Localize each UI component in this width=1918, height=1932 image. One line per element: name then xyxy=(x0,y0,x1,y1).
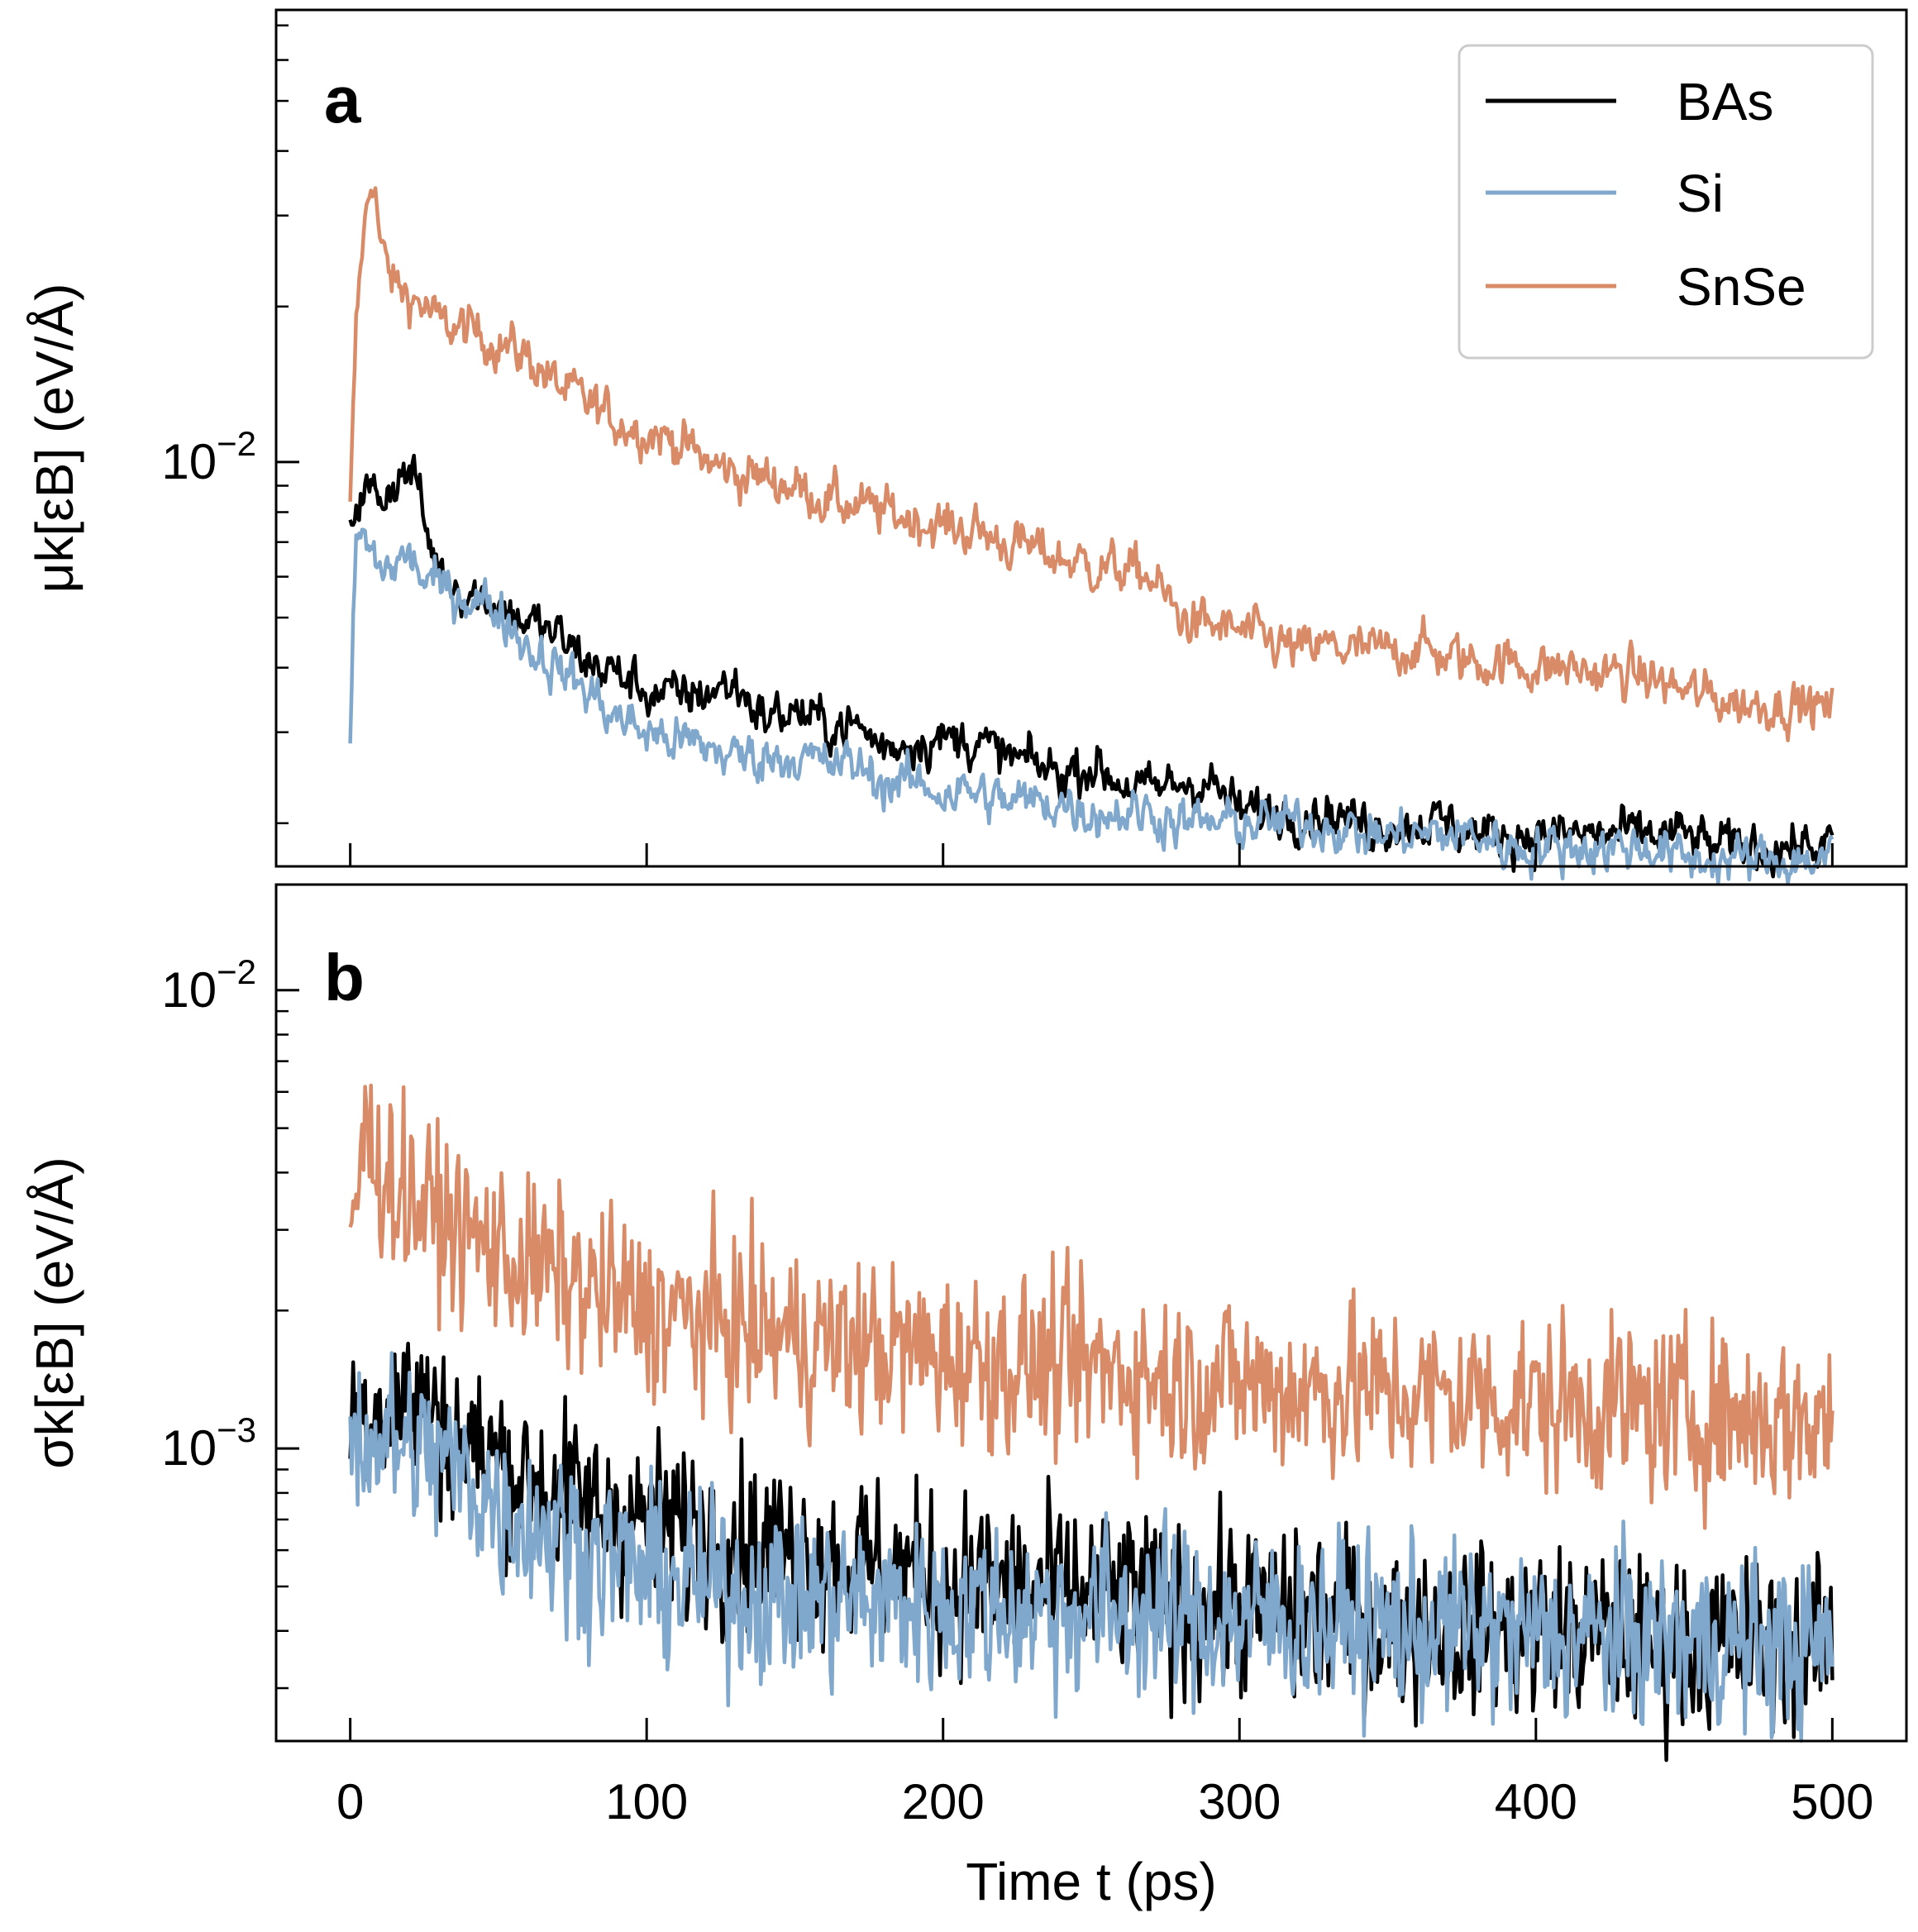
series-line-a-snse xyxy=(348,186,1835,742)
panel-b-letter: b xyxy=(324,941,365,1014)
series-layer xyxy=(348,186,1835,1763)
panel-b-ylabel: σk[εB] (eV/Å) xyxy=(25,1157,84,1468)
panel-b-frame xyxy=(274,883,1908,1743)
panel-a-letter: a xyxy=(324,63,361,136)
panel-a-frame xyxy=(274,8,1908,868)
y-tick-label-a: 10−2 xyxy=(161,424,256,489)
legend: BAs Si SnSe xyxy=(1458,44,1874,360)
y-tick-label-b: 10−3 xyxy=(161,1410,256,1476)
panel-a-ylabel: μk[εB] (eV/Å) xyxy=(25,284,84,594)
x-axis-label: Time t (ps) xyxy=(966,1852,1216,1911)
legend-label-bas: BAs xyxy=(1677,72,1773,131)
x-tick-label-400: 400 xyxy=(1495,1774,1577,1829)
x-tick-label-200: 200 xyxy=(902,1774,985,1829)
legend-label-si: Si xyxy=(1677,164,1724,223)
series-line-b-si xyxy=(348,1351,1835,1744)
x-tick-label-500: 500 xyxy=(1791,1774,1873,1829)
legend-box xyxy=(1458,44,1874,360)
legend-label-snse: SnSe xyxy=(1677,257,1806,317)
y-tick-label-b: 10−2 xyxy=(161,952,256,1018)
x-tick-label-100: 100 xyxy=(605,1774,688,1829)
series-line-a-si xyxy=(348,527,1835,886)
series-line-b-snse xyxy=(348,1083,1835,1530)
tick-layer: 10−2 10−2 10−3 0 100 200 300 400 500 xyxy=(161,24,1873,1829)
x-tick-label-0: 0 xyxy=(336,1774,364,1829)
series-line-a-bas xyxy=(348,453,1835,879)
x-tick-label-300: 300 xyxy=(1198,1774,1281,1829)
